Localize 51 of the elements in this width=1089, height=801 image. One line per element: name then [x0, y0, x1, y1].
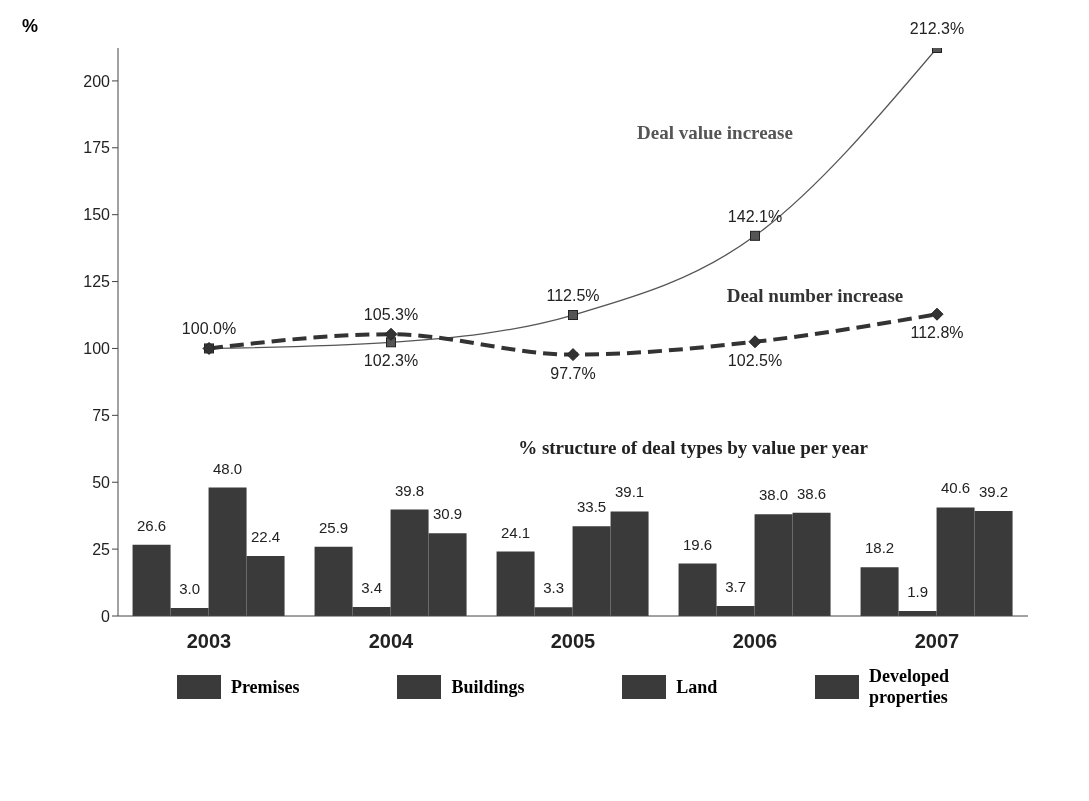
- data-label: 19.6: [682, 535, 713, 553]
- data-label: 3.0: [179, 579, 200, 597]
- data-label: 24.1: [500, 523, 531, 541]
- data-label: 100.0%: [181, 320, 237, 338]
- annotation: % structure of deal types by value per year: [518, 437, 869, 459]
- data-label: 38.6: [796, 484, 827, 502]
- y-tick-label: 150: [83, 206, 111, 224]
- y-tick-label: 125: [83, 273, 111, 291]
- y-tick-label: 75: [92, 407, 111, 425]
- x-tick-label: 2007: [914, 630, 960, 653]
- data-label: 3.7: [725, 578, 746, 596]
- data-label: 25.9: [318, 518, 349, 536]
- legend-label: Premises: [230, 676, 300, 698]
- legend-label: Buildings: [451, 676, 525, 698]
- x-tick-label: 2003: [186, 630, 232, 653]
- data-label: 3.4: [361, 578, 382, 596]
- data-label: 112.8%: [910, 324, 964, 342]
- data-label: 26.6: [136, 516, 167, 534]
- data-label: 102.3%: [363, 352, 419, 370]
- data-label: 97.7%: [550, 364, 596, 382]
- data-label: 30.9: [432, 505, 463, 523]
- text: Deal value increase: [637, 121, 793, 143]
- data-label: 3.3: [543, 579, 564, 597]
- x-tick-label: 2005: [550, 630, 596, 653]
- y-tick-label: 200: [83, 72, 111, 90]
- data-label: 105.3%: [363, 306, 419, 324]
- x-tick-label: 2004: [368, 630, 415, 653]
- y-tick-label: 100: [83, 340, 111, 358]
- data-label: 22.4: [250, 528, 281, 546]
- data-label: 48.0: [212, 459, 243, 477]
- legend-label: Developed properties: [869, 666, 951, 708]
- y-tick-label: 175: [83, 139, 111, 157]
- y-tick-label: 50: [92, 473, 111, 491]
- data-label: 33.5: [576, 498, 607, 516]
- data-label: 1.9: [907, 582, 928, 600]
- data-label: 39.1: [614, 483, 645, 501]
- data-label: 40.6: [940, 479, 971, 497]
- data-label: 39.2: [978, 483, 1009, 501]
- legend-label: Land: [676, 676, 718, 698]
- data-label: 102.5%: [727, 351, 783, 369]
- data-label: 18.2: [864, 539, 895, 557]
- data-label: 39.8: [394, 481, 425, 499]
- y-tick-label: 0: [101, 607, 111, 625]
- data-label: 142.1%: [727, 207, 783, 225]
- data-label: 112.5%: [546, 287, 600, 305]
- x-tick-label: 2006: [732, 630, 778, 653]
- y-tick-label: 25: [92, 540, 111, 558]
- data-label: 212.3%: [909, 20, 965, 37]
- data-label: 38.0: [758, 486, 789, 504]
- y-axis-title: %: [22, 16, 39, 37]
- series-label: Deal number increase: [726, 284, 904, 306]
